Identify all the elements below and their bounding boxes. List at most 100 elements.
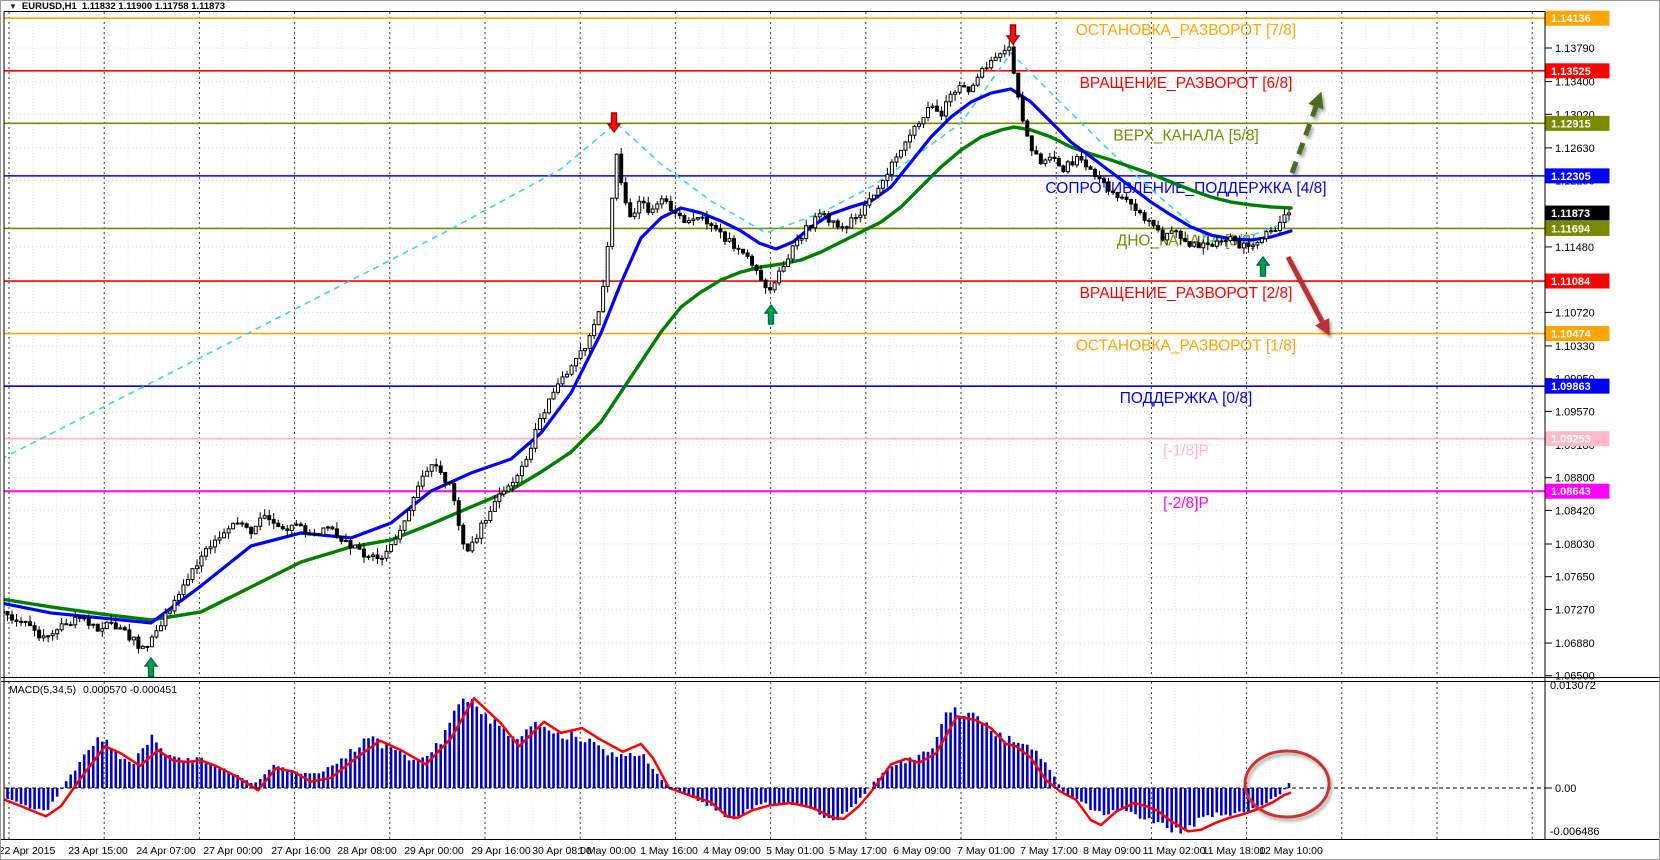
candle-body (357, 544, 362, 550)
candle-body (1232, 236, 1237, 242)
candle-body (55, 629, 60, 635)
price-tick-label: 1.07270 (1555, 604, 1595, 616)
time-label: 1 May 00:00 (578, 845, 636, 857)
candle-body (1223, 240, 1228, 243)
candle-body (1228, 236, 1233, 242)
time-label: 27 Apr 00:00 (203, 845, 263, 857)
price-axis-background[interactable] (1546, 1, 1660, 860)
price-tick-label: 1.13790 (1555, 43, 1595, 55)
candles-layer[interactable] (2, 40, 1291, 654)
candle-body (1029, 135, 1034, 152)
candle-body (953, 91, 958, 95)
candle-body (1129, 199, 1134, 205)
candle-body (957, 85, 962, 93)
candle-body (1111, 190, 1116, 194)
price-tick-label: 1.06500 (1555, 671, 1595, 683)
candle-body (731, 238, 736, 249)
candle-body (772, 282, 777, 291)
candle-body (361, 548, 366, 558)
candle-body (163, 612, 168, 627)
annotation-red-arrow-shaft[interactable] (1285, 255, 1325, 323)
candle-body (546, 398, 551, 414)
symbol-dropdown-icon[interactable]: ▼ (9, 2, 17, 11)
ma-slow-line (4, 125, 1293, 622)
candle-body (258, 517, 263, 527)
murrey-price-tag-text: 1.11084 (1551, 276, 1591, 288)
candle-body (312, 533, 317, 536)
candle-body (1183, 237, 1188, 242)
candle-body (1138, 210, 1143, 214)
candle-body (1273, 229, 1278, 232)
annotation-red-arrow-head[interactable] (1315, 317, 1330, 336)
sell-arrow-icon (606, 112, 622, 134)
candle-body (411, 497, 416, 511)
candle-body (425, 470, 430, 477)
candle-body (1047, 156, 1052, 161)
candle-body (556, 383, 561, 393)
candle-body (307, 533, 312, 536)
candle-body (786, 258, 791, 267)
macd-max-label: 0.013072 (1550, 680, 1596, 692)
candle-body (14, 619, 19, 622)
candle-body (343, 540, 348, 543)
time-label: 11 May 18:00 (1203, 845, 1266, 857)
candle-body (889, 161, 894, 175)
time-label: 6 May 09:00 (893, 845, 951, 857)
candle-body (551, 391, 556, 400)
candle-body (664, 198, 669, 202)
candle-body (1061, 165, 1066, 173)
candle-body (222, 532, 227, 539)
candle-body (808, 225, 813, 229)
candle-body (452, 483, 457, 502)
annotation-ellipse[interactable] (1243, 749, 1331, 819)
quote-ohlc-label: 1.11832 1.11900 1.11758 1.11873 (81, 1, 226, 12)
murrey-price-tag-text: 1.13525 (1551, 66, 1591, 78)
candle-body (718, 228, 723, 233)
murrey-price-tag-bg (1545, 431, 1610, 447)
candle-body (447, 481, 452, 485)
price-axis-layer[interactable]: 1.137901.134001.130201.126301.122501.114… (1545, 10, 1610, 838)
candle-body (695, 217, 700, 220)
candle-body (1043, 159, 1048, 165)
candle-body (172, 599, 177, 612)
candle-body (831, 220, 836, 223)
current-price-tag-text: 1.11873 (1551, 208, 1590, 220)
candle-body (682, 215, 687, 224)
price-tick-label: 1.09570 (1555, 406, 1595, 418)
candle-body (880, 180, 885, 189)
candle-body (1065, 161, 1070, 173)
time-label: 7 May 17:00 (1020, 845, 1078, 857)
candle-body (501, 490, 506, 495)
price-tick-label: 1.10330 (1555, 341, 1595, 353)
candle-body (1219, 240, 1224, 243)
candle-body (371, 554, 376, 557)
candle-body (271, 519, 276, 524)
annotation-green-dashed-arrow-shaft[interactable] (1289, 105, 1319, 174)
candle-body (1169, 230, 1174, 234)
candle-body (1120, 196, 1125, 199)
time-label: 28 Apr 08:00 (337, 845, 397, 857)
candle-body (1187, 240, 1192, 247)
macd-zero-label: 0.00 (1555, 783, 1576, 795)
macd-layer[interactable] (1, 696, 1292, 834)
candle-body (1038, 153, 1043, 165)
murrey-price-tag-bg (1545, 326, 1610, 342)
candle-body (1034, 150, 1039, 155)
candle-body (998, 53, 1003, 58)
candle-body (565, 373, 570, 378)
candle-body (632, 212, 637, 218)
annotation-green-dashed-arrow-head[interactable] (1308, 91, 1324, 110)
candle-body (154, 630, 159, 638)
candle-body (741, 248, 746, 254)
candle-body (59, 623, 64, 631)
price-tick-label: 1.13400 (1555, 77, 1595, 89)
signal-arrows-layer (143, 24, 1271, 678)
candle-body (149, 636, 154, 648)
time-label: 23 Apr 15:00 (68, 845, 128, 857)
candle-body (862, 204, 867, 216)
time-axis-layer[interactable]: 22 Apr 2015 23 Apr 15:00 24 Apr 07:00 27 Ap… (1, 845, 1323, 857)
murrey-price-tag-text: 1.14136 (1551, 13, 1591, 25)
candle-body (240, 522, 245, 525)
candle-body (334, 528, 339, 538)
